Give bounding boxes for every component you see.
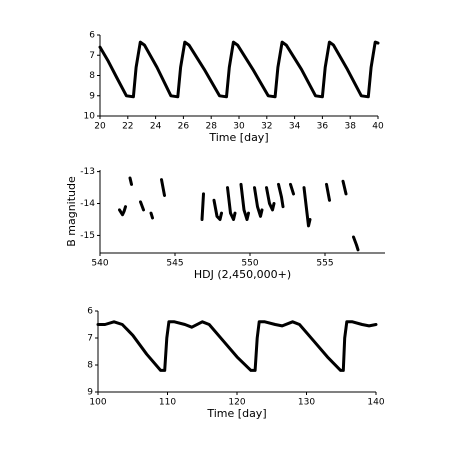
x-tick-label: 140 <box>367 398 384 408</box>
x-tick-label: 110 <box>159 398 176 408</box>
y-tick-label: -13 <box>80 167 95 177</box>
y-tick-label: 8 <box>87 361 93 371</box>
y-tick-label: 6 <box>89 31 95 41</box>
x-tick-label: 36 <box>317 122 329 132</box>
x-tick-label: 40 <box>372 122 384 132</box>
light-curve <box>98 40 380 99</box>
x-tick-label: 24 <box>150 122 162 132</box>
y-tick-label: -15 <box>80 231 95 241</box>
x-tick-label: 34 <box>289 122 301 132</box>
y-tick-label: -14 <box>80 199 95 209</box>
y-axis-label: B magnitude <box>65 176 78 247</box>
y-tick-label: 7 <box>89 51 95 61</box>
x-tick-label: 38 <box>344 122 356 132</box>
light-curve <box>96 320 378 372</box>
x-tick-label: 28 <box>205 122 217 132</box>
x-tick-label: 30 <box>233 122 245 132</box>
y-tick-label: 8 <box>89 71 95 81</box>
x-tick-label: 550 <box>241 259 258 269</box>
panel: 100 110 120 130 140 6 7 8 9 Time [day] <box>87 307 385 421</box>
x-axis-label: Time [day] <box>206 407 266 420</box>
x-tick-label: 22 <box>122 122 133 132</box>
y-tick-label: 6 <box>87 307 93 317</box>
x-tick-label: 100 <box>89 398 106 408</box>
y-tick-label: 7 <box>87 334 93 344</box>
x-axis-label: HDJ (2,450,000+) <box>194 268 291 281</box>
x-tick-label: 545 <box>166 259 183 269</box>
x-tick-label: 120 <box>228 398 245 408</box>
x-axis-label: Time [day] <box>208 131 268 144</box>
x-tick-label: 540 <box>91 259 108 269</box>
panel: 540 545 550 555 -13 -14 -15 HDJ (2,450,000+) B m… <box>65 167 385 281</box>
panel: 20 22 24 26 28 30 32 34 36 38 40 6 7 8 9 10 Time [day] <box>84 31 384 145</box>
y-tick-label: 9 <box>87 388 93 398</box>
light-curve <box>118 176 360 252</box>
x-tick-label: 20 <box>94 122 106 132</box>
y-tick-label: 10 <box>84 112 96 122</box>
y-tick-label: 9 <box>89 91 95 101</box>
x-tick-label: 32 <box>261 122 272 132</box>
x-tick-label: 130 <box>298 398 315 408</box>
x-tick-label: 26 <box>178 122 190 132</box>
x-tick-label: 555 <box>316 259 333 269</box>
